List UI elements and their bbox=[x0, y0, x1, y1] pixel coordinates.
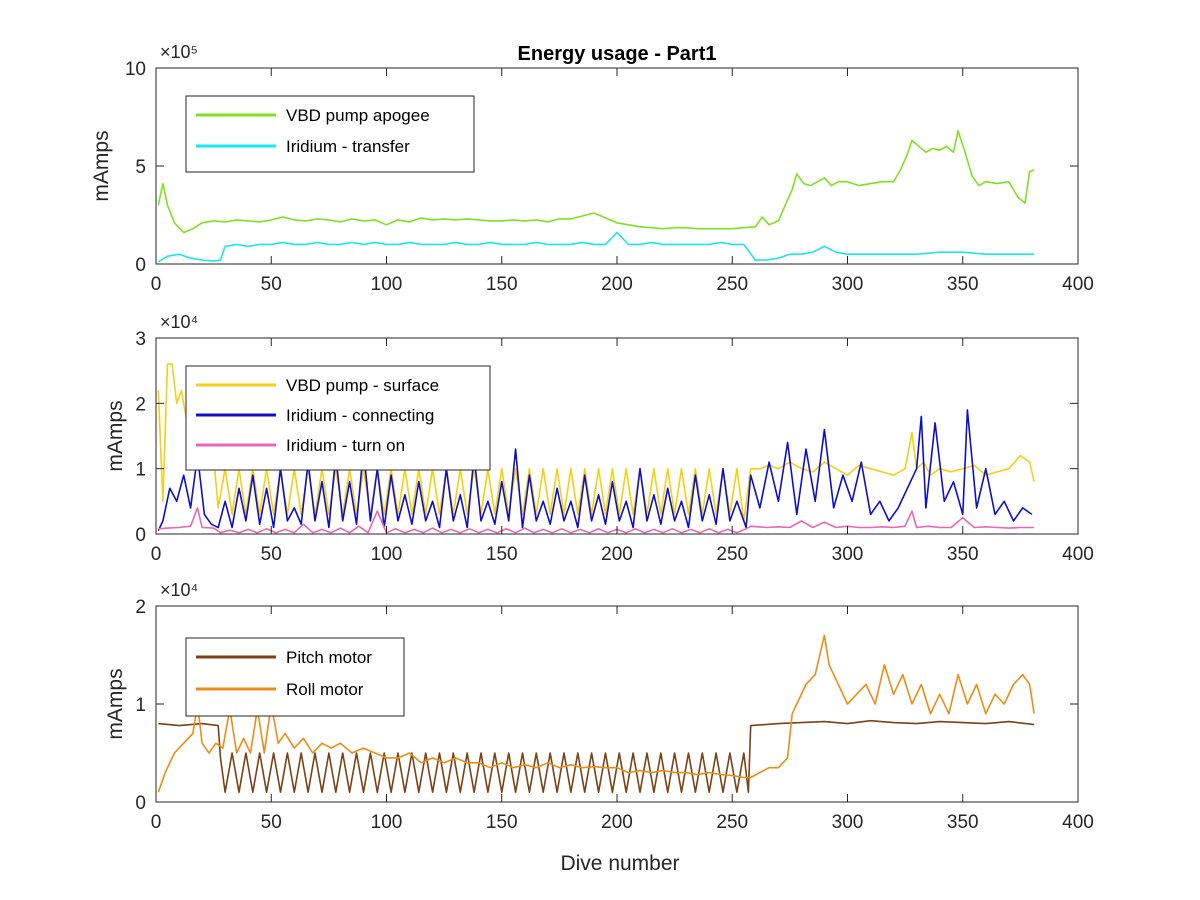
x-tick-label: 350 bbox=[947, 274, 979, 295]
legend-entry: Iridium - transfer bbox=[286, 137, 410, 156]
x-tick-label: 0 bbox=[151, 812, 162, 833]
series-line-iridium-connecting bbox=[157, 409, 1033, 532]
x-tick-label: 250 bbox=[716, 274, 748, 295]
series-layer bbox=[157, 129, 1035, 263]
x-tick-label: 100 bbox=[371, 274, 403, 295]
legend-box bbox=[185, 365, 491, 471]
series-line-vbd-pump-apogee bbox=[157, 129, 1035, 234]
x-tick-label: 150 bbox=[486, 274, 518, 295]
axes-layer: 0 50 100 150 200 250 300 350 400 0 1 2 bbox=[135, 597, 1093, 833]
y-axis-label: mAmps bbox=[90, 130, 113, 201]
y-tick-label: 2 bbox=[135, 597, 146, 618]
x-tick-label: 400 bbox=[1062, 544, 1094, 565]
x-tick-label: 300 bbox=[832, 544, 864, 565]
y-tick-label: 1 bbox=[135, 695, 146, 716]
x-tick-label: 0 bbox=[151, 274, 162, 295]
y-tick-label: 0 bbox=[135, 525, 146, 546]
series-layer bbox=[157, 363, 1035, 534]
legend-entry: VBD pump - surface bbox=[286, 376, 439, 395]
subplot-motors: ×10⁴ mAmps Dive number 0 50 100 150 200 250 30… bbox=[104, 580, 1094, 875]
x-tick-label: 350 bbox=[947, 812, 979, 833]
y-tick-label: 1 bbox=[135, 460, 146, 481]
series-line-iridium-turn-on bbox=[158, 507, 1035, 534]
x-tick-label: 400 bbox=[1062, 274, 1094, 295]
legend-entry: VBD pump apogee bbox=[286, 106, 430, 125]
y-tick-label: 0 bbox=[135, 793, 146, 814]
axes-layer: 0 50 100 150 200 250 300 350 400 0 1 2 3 bbox=[135, 329, 1093, 565]
legend-box bbox=[185, 95, 475, 173]
legend: VBD pump - surface Iridium - connecting Ir… bbox=[185, 365, 491, 471]
y-exponent-label: ×10⁴ bbox=[160, 312, 198, 332]
series-line-vbd-pump-surface bbox=[157, 363, 1035, 522]
y-tick-label: 2 bbox=[135, 394, 146, 415]
legend-box bbox=[185, 637, 405, 717]
y-tick-label: 10 bbox=[125, 59, 146, 80]
x-tick-label: 400 bbox=[1062, 812, 1094, 833]
series-line-iridium-transfer bbox=[157, 231, 1035, 263]
legend-entry: Pitch motor bbox=[286, 648, 372, 667]
y-tick-label: 3 bbox=[135, 329, 146, 350]
legend: Pitch motor Roll motor bbox=[185, 637, 405, 717]
x-tick-label: 50 bbox=[261, 274, 282, 295]
subplot-vbd-iridium: ×10⁴ mAmps 0 50 100 150 200 250 300 350 4000123 … bbox=[104, 312, 1094, 565]
y-axis-label: mAmps bbox=[104, 400, 127, 471]
series-line-roll-motor bbox=[157, 634, 1035, 793]
x-tick-label: 250 bbox=[716, 812, 748, 833]
x-tick-label: 300 bbox=[832, 812, 864, 833]
x-tick-label: 200 bbox=[601, 812, 633, 833]
x-tick-label: 150 bbox=[486, 544, 518, 565]
axes-layer: 0 50 100 150 200 250 300 350 400 0 5 10 bbox=[125, 59, 1094, 295]
x-tick-label: 50 bbox=[261, 812, 282, 833]
y-tick-label: 0 bbox=[135, 255, 146, 276]
y-axis-label: mAmps bbox=[104, 668, 127, 739]
y-exponent-label: ×10⁵ bbox=[160, 42, 198, 62]
y-exponent-label: ×10⁴ bbox=[160, 580, 198, 600]
subplot-energy-part1: Energy usage - Part1 ×10⁵ mAmps 0 50 100 15… bbox=[90, 42, 1094, 295]
x-tick-label: 50 bbox=[261, 544, 282, 565]
legend: VBD pump apogee Iridium - transfer bbox=[185, 95, 475, 173]
series-line-pitch-motor bbox=[158, 719, 1035, 794]
y-tick-label: 5 bbox=[135, 157, 146, 178]
x-tick-label: 200 bbox=[601, 274, 633, 295]
x-tick-label: 100 bbox=[371, 812, 403, 833]
legend-entry: Iridium - connecting bbox=[286, 406, 434, 425]
x-tick-label: 350 bbox=[947, 544, 979, 565]
x-axis-label: Dive number bbox=[560, 852, 679, 875]
series-layer bbox=[157, 634, 1035, 794]
chart-title: Energy usage - Part1 bbox=[518, 43, 717, 65]
x-tick-label: 0 bbox=[151, 544, 162, 565]
x-tick-label: 150 bbox=[486, 812, 518, 833]
legend-entry: Iridium - turn on bbox=[286, 436, 405, 455]
x-tick-label: 100 bbox=[371, 544, 403, 565]
x-tick-label: 300 bbox=[832, 274, 864, 295]
x-tick-label: 250 bbox=[716, 544, 748, 565]
x-tick-label: 200 bbox=[601, 544, 633, 565]
legend-entry: Roll motor bbox=[286, 680, 364, 699]
